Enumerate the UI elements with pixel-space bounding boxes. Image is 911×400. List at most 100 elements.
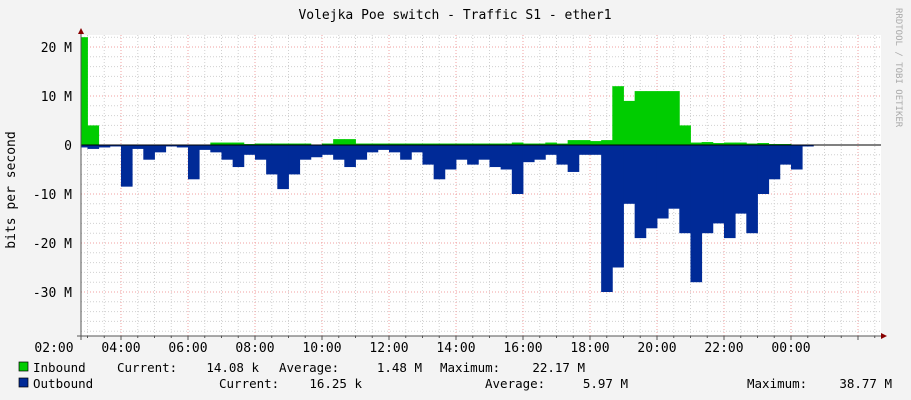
legend-inbound-current: 14.08 k: [206, 360, 259, 375]
x-tick-label: 10:00: [302, 341, 341, 356]
outbound-bar: [120, 145, 133, 187]
outbound-bar: [578, 145, 591, 155]
legend-inbound-name: Inbound: [33, 360, 86, 375]
inbound-bar: [388, 143, 401, 145]
outbound-bar: [746, 145, 758, 234]
inbound-bar: [690, 142, 703, 145]
outbound-bar: [623, 145, 636, 204]
inbound-bar: [757, 143, 770, 145]
inbound-bar: [489, 143, 502, 145]
inbound-bar: [701, 142, 714, 145]
inbound-bar: [556, 143, 569, 145]
outbound-bar: [266, 145, 278, 175]
x-tick-label: 20:00: [637, 341, 676, 356]
y-tick-label: -20 M: [33, 237, 72, 252]
outbound-bar: [701, 145, 714, 234]
legend-outbound-average-label: Average:: [485, 376, 545, 391]
inbound-bar: [601, 140, 613, 145]
inbound-bar: [422, 143, 435, 145]
inbound-bar: [299, 143, 312, 145]
outbound-bar: [355, 145, 368, 160]
outbound-bar: [645, 145, 658, 229]
outbound-bar: [288, 145, 301, 175]
watermark: RRDTOOL / TOBI OETIKER: [893, 8, 903, 128]
outbound-bar: [321, 145, 334, 155]
legend-inbound-maximum-label: Maximum:: [440, 360, 500, 375]
outbound-bar: [299, 145, 312, 160]
outbound-bar: [634, 145, 647, 239]
legend-inbound-maximum: 22.17 M: [532, 360, 585, 375]
x-tick-label: 12:00: [369, 341, 408, 356]
outbound-bar: [254, 145, 267, 160]
outbound-bar: [411, 145, 423, 153]
inbound-bar: [534, 143, 546, 145]
outbound-bar: [109, 145, 122, 147]
legend-inbound-average: 1.48 M: [377, 360, 422, 375]
outbound-bar: [779, 145, 792, 165]
y-tick-label: 20 M: [41, 41, 72, 56]
y-tick-labels: 20 M 10 M 0 -10 M -20 M -30 M: [33, 41, 72, 301]
x-tick-label: 14:00: [436, 341, 475, 356]
inbound-bar: [567, 140, 580, 145]
legend-inbound-current-label: Current:: [117, 360, 177, 375]
legend-outbound-current-label: Current:: [219, 376, 279, 391]
x-tick-label: 22:00: [704, 341, 743, 356]
x-tick-label: 16:00: [503, 341, 542, 356]
y-tick-label: 10 M: [41, 90, 72, 105]
outbound-bar: [511, 145, 524, 194]
inbound-bar: [746, 143, 758, 145]
inbound-bar: [589, 141, 602, 145]
inbound-bar: [232, 142, 245, 145]
y-tick-label: 0: [64, 139, 72, 154]
inbound-bar: [288, 143, 301, 145]
inbound-bar: [277, 143, 289, 145]
outbound-bar: [243, 145, 256, 155]
outbound-bar: [221, 145, 234, 160]
inbound-bar: [444, 143, 457, 145]
outbound-bar: [467, 145, 479, 165]
x-tick-label: 18:00: [570, 341, 609, 356]
legend: Inbound Current: 14.08 k Average: 1.48 M…: [18, 360, 892, 391]
x-tick-labels: 04:00 06:00 08:00 10:00 12:00 14:00 16:00 18:00…: [34, 341, 810, 356]
outbound-bar: [388, 145, 401, 153]
outbound-bar: [545, 145, 557, 155]
outbound-bar: [210, 145, 222, 153]
inbound-bar: [433, 143, 446, 145]
legend-outbound-current: 16.25 k: [309, 376, 362, 391]
inbound-bar: [623, 100, 636, 145]
outbound-bar: [489, 145, 502, 168]
outbound-bar: [589, 145, 602, 155]
inbound-bar: [712, 143, 725, 145]
inbound-bar: [321, 143, 334, 145]
inbound-bar: [411, 143, 423, 145]
outbound-bar: [656, 145, 669, 219]
inbound-bar: [81, 37, 88, 146]
outbound-bar: [333, 145, 345, 160]
inbound-bar: [210, 142, 222, 145]
outbound-bar: [668, 145, 680, 209]
outbound-bar: [500, 145, 513, 170]
legend-outbound-maximum: 38.77 M: [839, 376, 892, 391]
outbound-bar: [522, 145, 535, 163]
legend-outbound-name: Outbound: [33, 376, 93, 391]
outbound-bar: [735, 145, 747, 214]
outbound-bar: [310, 145, 323, 158]
inbound-bar: [221, 142, 234, 145]
y-tick-label: -30 M: [33, 286, 72, 301]
inbound-bar: [612, 86, 624, 145]
inbound-bar: [400, 143, 412, 145]
outbound-bar: [143, 145, 155, 160]
x-tick-label: 06:00: [168, 341, 207, 356]
inbound-bar: [645, 91, 658, 145]
outbound-bar: [679, 145, 691, 234]
outbound-bar: [433, 145, 446, 180]
inbound-bar: [634, 91, 647, 145]
outbound-bar: [444, 145, 457, 170]
outbound-bar: [277, 145, 289, 190]
outbound-bar: [187, 145, 200, 180]
inbound-bar: [254, 143, 267, 145]
outbound-bar: [422, 145, 435, 165]
inbound-bar: [478, 143, 490, 145]
outbound-bar: [690, 145, 703, 283]
